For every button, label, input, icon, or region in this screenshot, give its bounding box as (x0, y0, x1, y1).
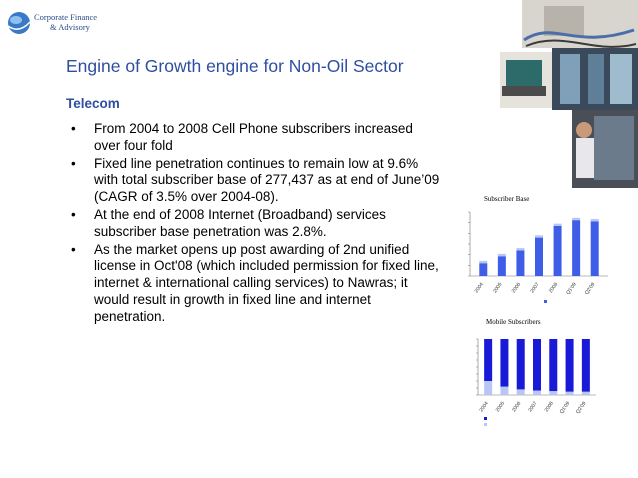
bullet-text: Fixed line penetration continues to rema… (94, 155, 440, 205)
bar (553, 223, 562, 226)
bullet-text: At the end of 2008 Internet (Broadband) … (94, 206, 386, 239)
tick-label: 2007 (529, 282, 540, 295)
tick-label: 2006 (511, 282, 522, 295)
bullet-item: • Fixed line penetration continues to rem… (71, 155, 440, 205)
bullet-item: • At the end of 2008 Internet (Broadband)… (71, 206, 386, 239)
globe-icon (7, 12, 31, 34)
logo-text: Corporate Finance & Advisory (34, 12, 97, 32)
laptop-photo (500, 52, 552, 108)
slide-title: Engine of Growth engine for Non-Oil Sect… (66, 56, 404, 76)
bar (553, 225, 562, 276)
tick-label: Q1'09 (559, 401, 572, 415)
tick-label: 2006 (511, 401, 522, 414)
bar (581, 339, 590, 392)
tick-label: 2008 (544, 401, 555, 414)
bar (484, 381, 493, 395)
bar (500, 339, 509, 387)
chart-title: Subscriber Base (484, 195, 529, 203)
bar (572, 217, 581, 221)
logo-line-1: Corporate Finance (34, 12, 98, 22)
tick-label: 2008 (548, 282, 559, 295)
chart-title: Mobile Subscribers (486, 318, 541, 326)
bar (565, 391, 574, 395)
bar (479, 260, 488, 264)
bar (500, 386, 509, 395)
tick-label: 2004 (474, 282, 485, 295)
bar (590, 218, 599, 222)
bar (535, 237, 543, 276)
bullet-text: As the market opens up post awarding of … (94, 241, 439, 324)
tick-label: 2007 (527, 401, 538, 414)
logo-line-2: & Advisory (50, 22, 90, 32)
bar (581, 391, 590, 395)
bar (479, 263, 488, 276)
bar (549, 339, 558, 392)
network-cables-photo (522, 0, 638, 48)
bar (565, 339, 574, 392)
tick-label: 2005 (495, 401, 506, 414)
bullet-text: From 2004 to 2008 Cell Phone subscribers… (94, 121, 413, 153)
bar (535, 235, 543, 238)
tick-label: Q1'09 (565, 282, 578, 296)
tick-label: Q2'09 (584, 282, 597, 296)
bar (516, 389, 525, 395)
bullet-item: • As the market opens up post awarding of… (71, 241, 439, 324)
mobile-subscribers-chart: Mobile Subscribers 2004 2005 2006 2007 2008 Q… (432, 315, 622, 430)
photo-collage (500, 0, 638, 188)
bar (533, 390, 541, 395)
legend-swatch (484, 417, 487, 420)
slide-subtitle: Telecom (66, 96, 120, 111)
bar (497, 253, 506, 257)
technician-photo (572, 110, 638, 188)
legend-swatch (484, 423, 487, 426)
bar (549, 391, 558, 395)
company-logo: Corporate Finance & Advisory (6, 8, 116, 42)
tick-label: Q2'09 (575, 401, 588, 415)
bar (533, 339, 541, 391)
tick-label: 2004 (478, 401, 489, 414)
bar (484, 339, 493, 381)
bar (516, 248, 525, 251)
server-room-photo (552, 48, 638, 110)
bar (497, 256, 506, 276)
bar (516, 339, 525, 390)
subscriber-base-chart: Subscriber Base 2004 2005 2006 2007 2008 Q1'0… (432, 192, 622, 310)
bullet-item: • From 2004 to 2008 Cell Phone subscriber… (71, 121, 413, 153)
bullet-list: • From 2004 to 2008 Cell Phone subscriber… (60, 121, 440, 327)
legend-swatch (544, 300, 547, 303)
bar (572, 220, 581, 276)
bar (516, 250, 525, 276)
bar (590, 221, 599, 276)
tick-label: 2005 (492, 282, 503, 295)
